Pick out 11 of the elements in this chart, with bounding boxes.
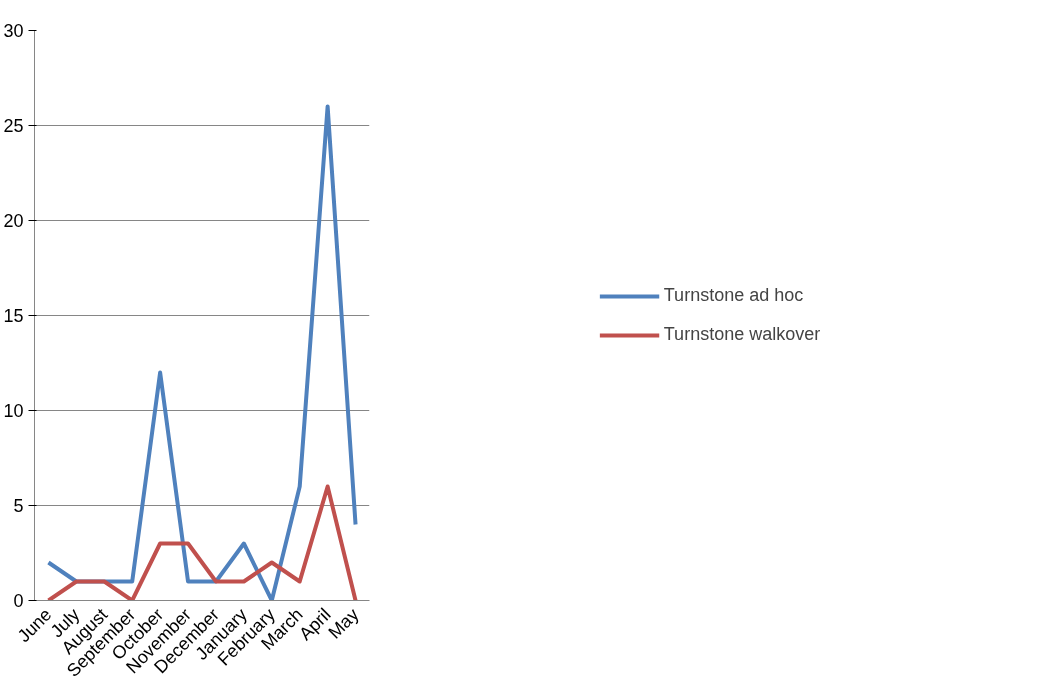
y-tick-label: 10 <box>3 401 24 421</box>
y-tick-label: 20 <box>3 211 24 231</box>
line-series <box>46 104 358 601</box>
y-tick-label: 25 <box>3 116 24 136</box>
legend-label: Turnstone walkover <box>663 324 821 345</box>
legend-label: Turnstone ad hoc <box>663 285 804 306</box>
y-tick-label: 30 <box>3 21 24 41</box>
y-tick-label: 5 <box>13 496 24 516</box>
y-tick-label: 15 <box>3 306 24 326</box>
line-series <box>46 484 358 601</box>
y-tick-label: 0 <box>13 591 24 611</box>
